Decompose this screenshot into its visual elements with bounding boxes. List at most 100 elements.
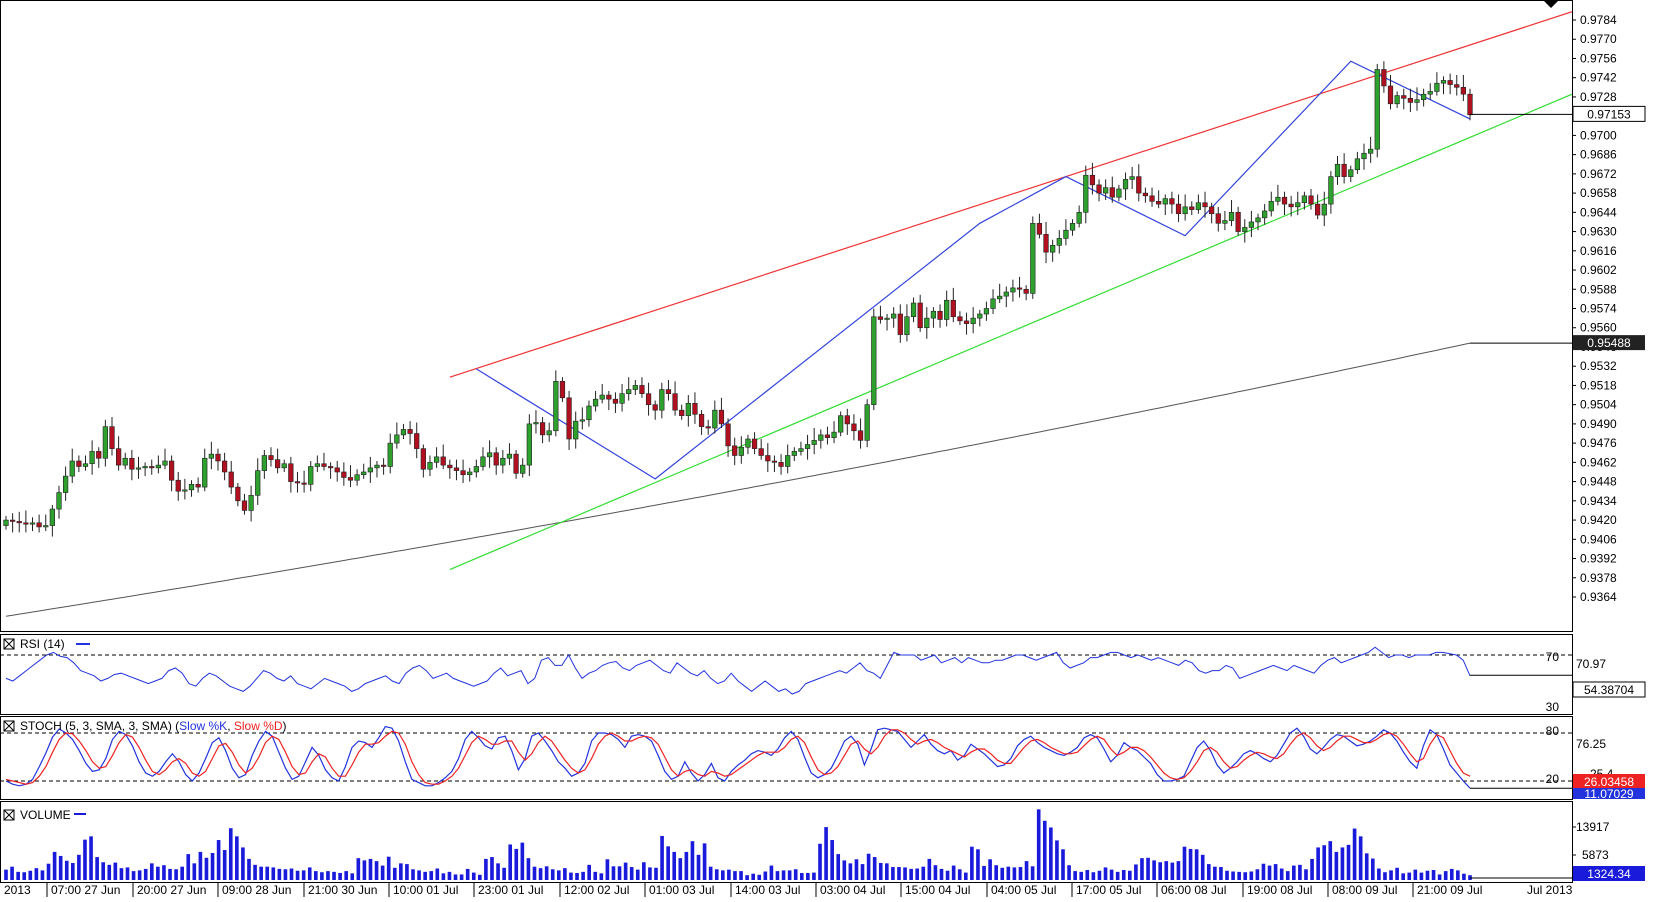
bull-candle-body [838, 415, 844, 433]
volume-bar [793, 869, 798, 880]
price-tick-label: 0.9770 [1580, 32, 1617, 46]
candle [122, 452, 128, 470]
rsi-current-value: 54.38704 [1584, 683, 1634, 697]
price-tick-label: 0.9434 [1580, 494, 1617, 508]
bear-candle-body [844, 415, 850, 425]
candle [1136, 164, 1142, 202]
volume-bar [222, 850, 227, 880]
candle [1096, 179, 1102, 202]
bear-candle-body [771, 460, 778, 463]
bear-candle-body [1043, 234, 1049, 253]
stoch-d-current-value: 26.03458 [1584, 775, 1634, 789]
bull-candle-body [394, 434, 400, 444]
price-tick-label: 0.9700 [1580, 128, 1617, 142]
volume-bar [1030, 866, 1035, 880]
volume-bar [174, 869, 178, 880]
volume-bar [720, 870, 725, 880]
bull-candle-body [526, 423, 532, 466]
candle [891, 307, 897, 328]
volume-bar [71, 862, 75, 880]
price-tick-label: 0.9364 [1580, 590, 1617, 604]
bull-candle-body [248, 495, 254, 511]
price-tick-label: 0.9658 [1580, 186, 1617, 200]
bear-candle-body [957, 316, 963, 322]
stoch-k-line [5, 725, 1471, 789]
bull-candle-body [480, 456, 486, 467]
candle [308, 460, 314, 492]
bull-candle-body [473, 466, 479, 473]
bear-candle-body [732, 445, 738, 456]
price-tick-label: 0.9476 [1580, 436, 1617, 450]
volume-bar [672, 851, 677, 880]
volume-bar [544, 866, 549, 880]
bull-candle-body [785, 455, 791, 467]
volume-bar [587, 864, 591, 880]
volume-bar [1103, 867, 1108, 880]
volume-bar [392, 867, 397, 880]
volume-bar [143, 868, 148, 880]
volume-bar [563, 868, 567, 880]
candle [1228, 199, 1235, 227]
candle [897, 304, 903, 343]
volume-bar [976, 849, 980, 880]
candle [1116, 184, 1122, 202]
volume-bar [307, 867, 312, 880]
candle [1030, 216, 1036, 299]
volume-bar [702, 843, 707, 880]
candle [692, 392, 698, 424]
bull-candle-body [712, 409, 718, 429]
bear-candle-body [698, 413, 705, 427]
candle [473, 459, 479, 478]
candle [1295, 191, 1301, 216]
dropdown-marker-icon[interactable] [1543, 0, 1559, 8]
bear-candle-body [407, 429, 413, 434]
candle [10, 513, 16, 533]
candle [1010, 279, 1016, 302]
candle [1162, 194, 1168, 216]
bull-candle-body [738, 446, 744, 456]
volume-bar [46, 863, 51, 880]
stoch-legend: STOCH (5, 3, SMA, 3, SMA) (Slow %K, Slow… [3, 719, 287, 733]
volume-tick-5873: 5873 [1582, 848, 1609, 862]
volume-bar [453, 874, 458, 880]
volume-bar [1370, 858, 1375, 880]
candle [16, 511, 22, 533]
candle [89, 440, 95, 475]
volume-bar [338, 872, 342, 880]
x-axis-label: 06:00 08 Jul [1161, 883, 1226, 897]
x-axis-label: 09:00 28 Jun [222, 883, 291, 897]
volume-bar [654, 867, 658, 880]
x-axis-label: 08:00 09 Jul [1332, 883, 1397, 897]
bull-candle-body [533, 422, 539, 425]
volume-bar [1213, 866, 1217, 880]
volume-bar [1176, 861, 1181, 880]
candle [963, 312, 970, 335]
candle [268, 447, 274, 467]
candle [460, 459, 466, 483]
bear-candle-body [1341, 163, 1347, 177]
volume-bar [1273, 864, 1278, 880]
candle [559, 377, 566, 402]
volume-bar [1006, 866, 1011, 880]
stoch-level-80-label: 80 [1546, 724, 1560, 738]
volume-bar [64, 860, 69, 880]
bear-candle-body [851, 423, 857, 432]
volume-legend: VOLUME [3, 808, 86, 822]
candle [1083, 165, 1089, 224]
bull-candle-body [944, 299, 950, 320]
rsi-title: RSI (14) [20, 637, 65, 651]
bear-candle-body [1454, 84, 1460, 88]
volume-bar [684, 851, 689, 880]
bull-candle-body [354, 474, 360, 481]
volume-bar [1055, 840, 1059, 880]
bear-candle-body [672, 393, 678, 411]
candle [573, 411, 579, 449]
volume-bar [40, 870, 45, 880]
volume-bar [514, 848, 519, 880]
volume-bar [429, 871, 434, 880]
bear-candle-body [294, 481, 301, 484]
volume-bar [216, 840, 221, 880]
volume-bar [496, 863, 500, 880]
candle [871, 308, 877, 411]
candle [712, 400, 718, 434]
